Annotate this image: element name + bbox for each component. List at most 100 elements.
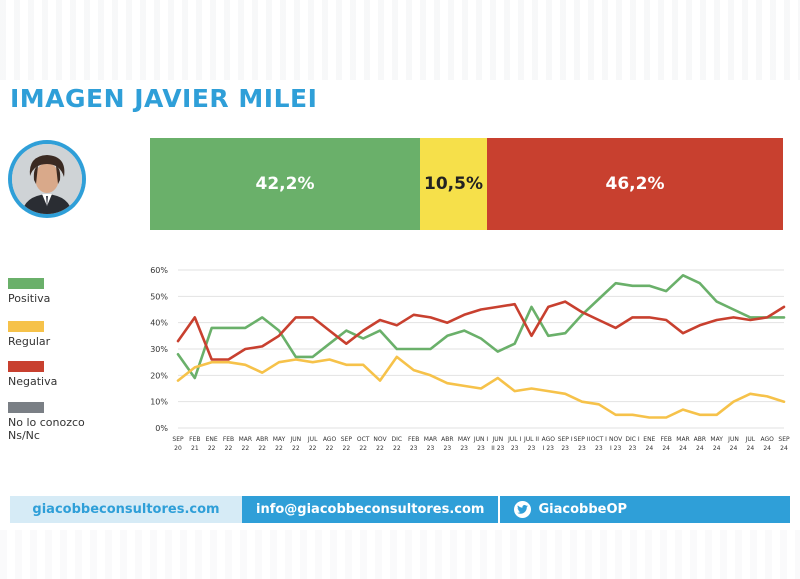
x-tick-label: FEB xyxy=(660,436,671,443)
summary-regular-label: 10,5% xyxy=(424,174,483,194)
y-tick-label: 10% xyxy=(150,398,168,407)
footer-email-link[interactable]: info@giacobbeconsultores.com xyxy=(256,502,485,517)
x-tick-label: JUL I xyxy=(507,436,521,443)
page-title: IMAGEN JAVIER MILEI xyxy=(10,84,318,113)
x-tick-label: DIC xyxy=(392,436,403,443)
x-tick-label: 23 xyxy=(595,445,603,452)
legend-swatch-regular xyxy=(8,321,44,332)
summary-negativa-label: 46,2% xyxy=(605,174,665,194)
x-tick-label: ABR xyxy=(694,436,706,443)
x-tick-label: 21 xyxy=(191,445,199,452)
y-tick-label: 20% xyxy=(150,371,168,380)
series-line-regular xyxy=(176,355,786,419)
x-tick-label: 22 xyxy=(309,445,317,452)
x-tick-label: 24 xyxy=(679,445,687,452)
x-tick-label: FEB xyxy=(189,436,200,443)
legend-swatch-negativa xyxy=(8,361,44,372)
x-tick-label: 22 xyxy=(242,445,250,452)
x-tick-label: NOV xyxy=(373,436,387,443)
x-tick-label: 24 xyxy=(730,445,738,452)
x-tick-label: 22 xyxy=(376,445,384,452)
x-tick-label: FEB xyxy=(223,436,234,443)
x-tick-label: 23 xyxy=(477,445,485,452)
x-tick-label: 23 xyxy=(460,445,468,452)
x-tick-label: 23 xyxy=(410,445,418,452)
x-tick-label: ENE xyxy=(643,436,655,443)
x-tick-label: SEP I xyxy=(558,436,573,443)
x-tick-label: JUN I xyxy=(473,436,489,443)
x-tick-label: I 23 xyxy=(610,445,621,452)
x-tick-label: ENE xyxy=(206,436,218,443)
x-tick-label: JUL II xyxy=(523,436,539,443)
portrait-illustration xyxy=(12,144,82,214)
legend-item-no-lo-conozco: No lo conozco Ns/Nc xyxy=(8,402,85,442)
summary-regular-segment: 10,5% xyxy=(420,138,487,230)
x-tick-label: MAY xyxy=(273,436,286,443)
x-tick-label: ABR xyxy=(256,436,268,443)
background-texture xyxy=(0,0,800,80)
x-tick-label: JUL xyxy=(307,436,318,443)
x-tick-label: 23 xyxy=(561,445,569,452)
x-tick-label: 23 xyxy=(528,445,536,452)
x-tick-label: 20 xyxy=(174,445,182,452)
legend-label-no-lo-conozco: No lo conozco Ns/Nc xyxy=(8,416,85,442)
summary-negativa-segment: 46,2% xyxy=(487,138,783,230)
x-tick-label: 23 xyxy=(578,445,586,452)
x-tick-label: DIC I xyxy=(625,436,639,443)
footer-divider xyxy=(498,496,501,523)
x-tick-label: MAR xyxy=(676,436,689,443)
x-tick-label: 24 xyxy=(780,445,788,452)
twitter-icon xyxy=(514,501,532,518)
x-tick-label: SEP xyxy=(341,436,353,443)
line-chart: 0% 10% 20% 30% 40% 50% 60% SEP 20 FEB 21 ENE 22 FEB 22… xyxy=(150,266,790,452)
x-tick-label: JUN xyxy=(492,436,504,443)
x-tick-label: 23 xyxy=(511,445,519,452)
y-tick-label: 0% xyxy=(155,424,168,433)
legend-label-positiva: Positiva xyxy=(8,292,51,305)
x-tick-label: FEB xyxy=(408,436,419,443)
x-tick-label: 22 xyxy=(393,445,401,452)
x-tick-label: I 23 xyxy=(543,445,554,452)
x-tick-label: SEP xyxy=(778,436,790,443)
x-tick-label: MAR xyxy=(239,436,252,443)
summary-positiva-segment: 42,2% xyxy=(150,138,420,230)
x-tick-label: JUL xyxy=(745,436,756,443)
x-tick-label: 22 xyxy=(208,445,216,452)
series-line-negativa xyxy=(176,300,786,361)
x-tick-label: AGO xyxy=(323,436,337,443)
x-tick-label: 22 xyxy=(258,445,266,452)
y-tick-label: 40% xyxy=(150,319,168,328)
avatar xyxy=(8,140,86,218)
background-texture-bottom xyxy=(0,530,800,579)
x-tick-label: 23 xyxy=(427,445,435,452)
footer-twitter-link[interactable]: GiacobbeOP xyxy=(514,501,627,518)
legend-item-negativa: Negativa xyxy=(8,361,57,388)
x-tick-label: 24 xyxy=(763,445,771,452)
x-tick-label: 24 xyxy=(696,445,704,452)
x-tick-label: SEP II xyxy=(574,436,591,443)
footer-twitter-handle: GiacobbeOP xyxy=(538,502,628,517)
x-tick-label: 24 xyxy=(713,445,721,452)
legend-label-negativa: Negativa xyxy=(8,375,58,388)
x-tick-label: AGO xyxy=(760,436,774,443)
x-tick-label: JUN xyxy=(290,436,302,443)
x-tick-label: AGO xyxy=(542,436,556,443)
x-tick-label: MAY xyxy=(458,436,471,443)
series-line-positiva xyxy=(176,273,786,380)
x-tick-label: OCT I xyxy=(591,436,607,443)
x-tick-label: 22 xyxy=(292,445,300,452)
x-tick-label: 22 xyxy=(225,445,233,452)
legend-label-regular: Regular xyxy=(8,335,51,348)
x-tick-label: 22 xyxy=(343,445,351,452)
x-tick-label: MAR xyxy=(424,436,437,443)
footer-website-link[interactable]: giacobbeconsultores.com xyxy=(10,496,242,523)
x-tick-label: MAY xyxy=(710,436,723,443)
x-tick-label: 22 xyxy=(326,445,334,452)
y-tick-label: 60% xyxy=(150,266,168,275)
x-tick-label: 24 xyxy=(747,445,755,452)
legend-item-regular: Regular xyxy=(8,321,50,348)
x-tick-label: NOV xyxy=(609,436,623,443)
y-tick-label: 30% xyxy=(150,345,168,354)
x-tick-label: 24 xyxy=(662,445,670,452)
x-tick-label: 22 xyxy=(359,445,367,452)
